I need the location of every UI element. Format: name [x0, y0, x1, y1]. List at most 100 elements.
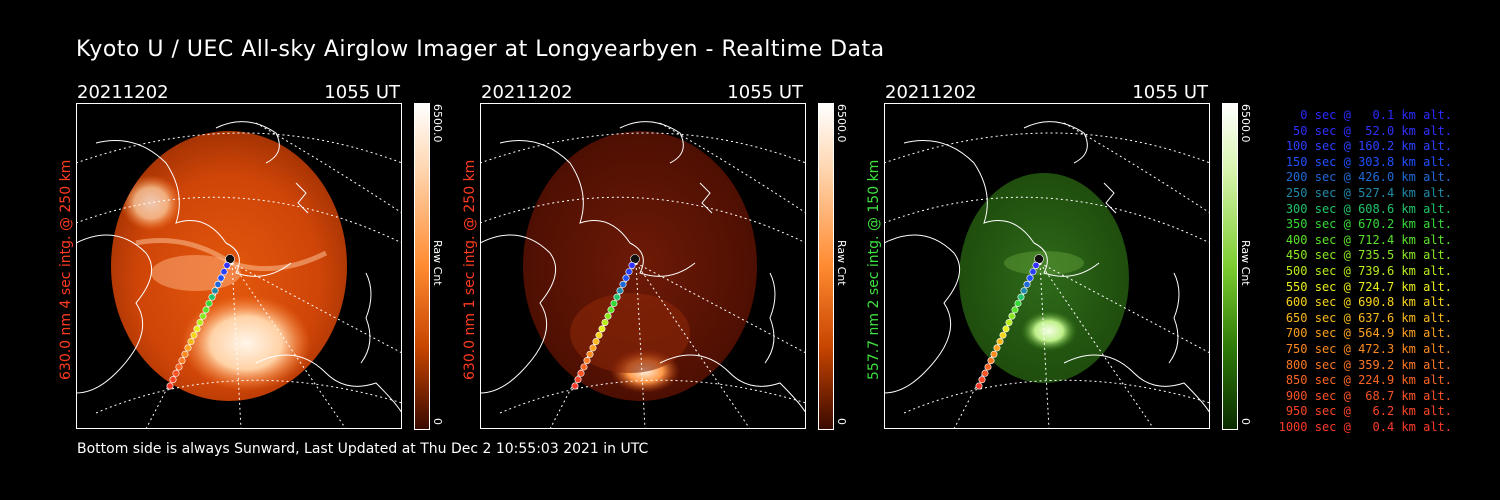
- trajectory-point: [592, 338, 600, 346]
- trajectory-point: [220, 268, 228, 276]
- trajectory-point: [205, 299, 213, 307]
- panel-3-colorbar-max: 6500.0: [1239, 104, 1252, 143]
- legend-row: 900 sec @ 68.7 km alt.: [1285, 388, 1452, 403]
- trajectory-point: [622, 274, 630, 282]
- trajectory-point: [589, 344, 597, 352]
- trajectory-point: [184, 344, 192, 352]
- legend-row: 800 sec @ 359.2 km alt.: [1285, 357, 1452, 372]
- panel-2-time: 1055 UT: [727, 82, 803, 103]
- legend-row: 500 sec @ 739.6 km alt.: [1285, 263, 1452, 278]
- legend-row: 550 sec @ 724.7 km alt.: [1285, 279, 1452, 294]
- legend-row: 150 sec @ 303.8 km alt.: [1285, 154, 1452, 169]
- trajectory-point: [577, 369, 585, 377]
- panel-2-date: 20211202: [481, 82, 573, 103]
- legend-row: 950 sec @ 6.2 km alt.: [1285, 404, 1452, 419]
- trajectory-point: [178, 357, 186, 365]
- legend-row: 100 sec @ 160.2 km alt.: [1285, 139, 1452, 154]
- trajectory-point: [601, 319, 609, 327]
- trajectory-point: [1017, 293, 1025, 301]
- trajectory-point: [1034, 254, 1044, 264]
- legend-row: 250 sec @ 527.4 km alt.: [1285, 185, 1452, 200]
- panel-2-colorbar-min: 0: [835, 418, 848, 425]
- panel-1-colorbar-max: 6500.0: [431, 104, 444, 143]
- trajectory-point: [598, 325, 606, 333]
- legend-row: 300 sec @ 608.6 km alt.: [1285, 201, 1452, 216]
- trajectory-point: [208, 293, 216, 301]
- panel-3-colorbar-min: 0: [1239, 418, 1252, 425]
- panel-3-colorbar-unit: Raw Cnt: [1239, 240, 1252, 286]
- panel-1-date: 20211202: [77, 82, 169, 103]
- legend-row: 750 sec @ 472.3 km alt.: [1285, 341, 1452, 356]
- trajectory-point: [196, 319, 204, 327]
- panel-2-colorbar-max: 6500.0: [835, 104, 848, 143]
- panel-2-side-label: 630.0 nm 1 sec intg. @ 250 km: [462, 159, 478, 380]
- trajectory-point: [604, 312, 612, 320]
- trajectory-point: [999, 331, 1007, 339]
- trajectory-point: [975, 382, 983, 390]
- legend-row: 350 sec @ 670.2 km alt.: [1285, 217, 1452, 232]
- trajectory-point: [1020, 287, 1028, 295]
- trajectory-legend: 0 sec @ 0.1 km alt. 50 sec @ 52.0 km alt.…: [1262, 108, 1452, 435]
- trajectory-point: [1011, 306, 1019, 314]
- trajectory-point: [574, 376, 582, 384]
- panel-1-colorbar-unit: Raw Cnt: [431, 240, 444, 286]
- legend-row: 50 sec @ 52.0 km alt.: [1293, 123, 1452, 138]
- panel-1-side-label: 630.0 nm 4 sec intg. @ 250 km: [58, 159, 74, 380]
- legend-row: 200 sec @ 426.0 km alt.: [1285, 170, 1452, 185]
- trajectory-point: [214, 280, 222, 288]
- trajectory-point: [616, 287, 624, 295]
- panel-1-image: [76, 103, 402, 429]
- trajectory-point: [628, 261, 636, 269]
- trajectory-point: [583, 357, 591, 365]
- trajectory-point: [978, 376, 986, 384]
- legend-row: 650 sec @ 637.6 km alt.: [1285, 310, 1452, 325]
- legend-row: 850 sec @ 224.9 km alt.: [1285, 373, 1452, 388]
- trajectory-point: [571, 382, 579, 390]
- legend-row: 400 sec @ 712.4 km alt.: [1285, 232, 1452, 247]
- panel-3-image: [884, 103, 1210, 429]
- trajectory-point: [981, 369, 989, 377]
- trajectory-point: [199, 312, 207, 320]
- last-updated-footer: Bottom side is always Sunward, Last Upda…: [77, 441, 649, 457]
- legend-row: 600 sec @ 690.8 km alt.: [1285, 295, 1452, 310]
- trajectory-point: [625, 268, 633, 276]
- legend-row: 1000 sec @ 0.4 km alt.: [1278, 419, 1452, 434]
- trajectory-point: [1032, 261, 1040, 269]
- trajectory-point: [595, 331, 603, 339]
- trajectory-point: [187, 338, 195, 346]
- trajectory-point: [984, 363, 992, 371]
- panel-1-colorbar: [414, 103, 430, 430]
- legend-row: 0 sec @ 0.1 km alt.: [1300, 108, 1452, 122]
- trajectory-point: [223, 261, 231, 269]
- panel-1-time: 1055 UT: [324, 82, 400, 103]
- trajectory-point: [610, 299, 618, 307]
- panel-1-colorbar-min: 0: [431, 418, 444, 425]
- panel-3-colorbar: [1222, 103, 1238, 430]
- trajectory-point: [987, 357, 995, 365]
- legend-row: 700 sec @ 564.9 km alt.: [1285, 326, 1452, 341]
- trajectory-point: [1005, 319, 1013, 327]
- trajectory-point: [202, 306, 210, 314]
- trajectory-point: [225, 254, 235, 264]
- trajectory-point: [1008, 312, 1016, 320]
- trajectory-point: [630, 254, 640, 264]
- panel-3-date: 20211202: [885, 82, 977, 103]
- trajectory-point: [1014, 299, 1022, 307]
- trajectory-point: [993, 344, 1001, 352]
- trajectory-point: [996, 338, 1004, 346]
- panel-2-colorbar-unit: Raw Cnt: [835, 240, 848, 286]
- trajectory-point: [586, 350, 594, 358]
- trajectory-point: [1029, 268, 1037, 276]
- trajectory-point: [169, 376, 177, 384]
- trajectory-point: [613, 293, 621, 301]
- trajectory-point: [619, 280, 627, 288]
- page-title: Kyoto U / UEC All-sky Airglow Imager at …: [76, 37, 885, 62]
- panel-2-image: [480, 103, 806, 429]
- trajectory-point: [166, 382, 174, 390]
- panel-3-time: 1055 UT: [1132, 82, 1208, 103]
- trajectory-point: [217, 274, 225, 282]
- trajectory-point: [990, 350, 998, 358]
- trajectory-point: [607, 306, 615, 314]
- legend-row: 450 sec @ 735.5 km alt.: [1285, 248, 1452, 263]
- trajectory-point: [190, 331, 198, 339]
